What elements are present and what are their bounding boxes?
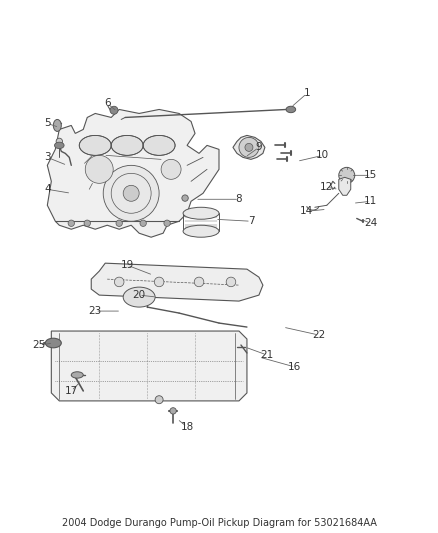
Ellipse shape	[71, 372, 83, 378]
Circle shape	[339, 167, 355, 183]
Polygon shape	[233, 135, 265, 159]
Circle shape	[226, 277, 236, 287]
Ellipse shape	[183, 207, 219, 219]
Text: 25: 25	[33, 340, 46, 350]
Text: 23: 23	[88, 306, 102, 316]
Polygon shape	[51, 331, 247, 401]
Circle shape	[116, 220, 122, 227]
Text: 9: 9	[256, 142, 262, 152]
Text: 15: 15	[364, 171, 377, 180]
Ellipse shape	[79, 135, 111, 156]
Text: 19: 19	[120, 260, 134, 270]
Text: 2004 Dodge Durango Pump-Oil Pickup Diagram for 53021684AA: 2004 Dodge Durango Pump-Oil Pickup Diagr…	[62, 518, 376, 528]
Circle shape	[123, 185, 139, 201]
Text: 20: 20	[133, 290, 146, 300]
Circle shape	[154, 277, 164, 287]
Circle shape	[56, 138, 63, 144]
Text: 22: 22	[312, 330, 325, 340]
Text: 12: 12	[320, 182, 333, 192]
Circle shape	[161, 159, 181, 179]
Text: 6: 6	[104, 99, 110, 109]
Circle shape	[194, 277, 204, 287]
Circle shape	[164, 220, 170, 227]
Circle shape	[239, 138, 259, 157]
Circle shape	[103, 165, 159, 221]
Text: 11: 11	[364, 196, 377, 206]
Circle shape	[182, 195, 188, 201]
Polygon shape	[47, 109, 219, 237]
Text: 16: 16	[288, 362, 301, 372]
Text: 18: 18	[180, 422, 194, 432]
Ellipse shape	[53, 119, 61, 132]
Text: 1: 1	[304, 88, 310, 99]
Text: 5: 5	[44, 118, 51, 128]
Ellipse shape	[286, 106, 296, 112]
Text: 4: 4	[44, 184, 51, 195]
Ellipse shape	[54, 142, 64, 149]
Text: 8: 8	[236, 195, 242, 204]
Polygon shape	[339, 177, 351, 195]
Text: 14: 14	[300, 206, 314, 216]
Polygon shape	[91, 263, 263, 301]
Circle shape	[114, 277, 124, 287]
Ellipse shape	[183, 225, 219, 237]
Text: 7: 7	[247, 216, 254, 226]
Ellipse shape	[45, 338, 61, 348]
Circle shape	[245, 143, 253, 151]
Ellipse shape	[111, 135, 143, 156]
Circle shape	[85, 156, 113, 183]
Circle shape	[155, 395, 163, 403]
Circle shape	[68, 220, 74, 227]
Circle shape	[140, 220, 146, 227]
Text: 10: 10	[316, 150, 329, 160]
Text: 24: 24	[364, 218, 377, 228]
Text: 17: 17	[65, 386, 78, 396]
Circle shape	[170, 408, 176, 414]
Ellipse shape	[123, 287, 155, 307]
Text: 21: 21	[260, 350, 274, 360]
Circle shape	[84, 220, 90, 227]
Text: 3: 3	[44, 152, 51, 163]
Circle shape	[110, 106, 118, 114]
Ellipse shape	[143, 135, 175, 156]
